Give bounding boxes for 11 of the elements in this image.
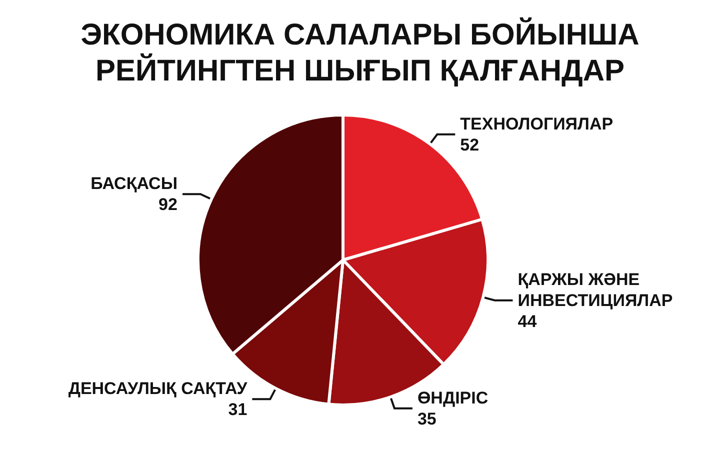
slice-label: ТЕХНОЛОГИЯЛАР <box>460 114 614 134</box>
slice-label: БАСҚАСЫ <box>90 174 178 194</box>
slice-label: ӨНДІРІС <box>417 388 488 408</box>
data-label: 92 <box>158 195 178 214</box>
data-label: 35 <box>417 409 436 428</box>
slice-label: ДЕНСАУЛЫҚ САҚТАУ <box>68 379 248 398</box>
data-label: 31 <box>228 400 248 420</box>
chart-title: ЭКОНОМИКА САЛАЛАРЫ БОЙЫНША РЕЙТИНГТЕН ШЫҒЫП ҚАЛҒАНДАР <box>80 16 640 88</box>
data-label: 52 <box>460 135 480 154</box>
data-label: 44 <box>518 312 538 331</box>
slice-label: ҚАРЖЫ ЖӘНЕ ИНВЕСТИЦИЯЛАР <box>518 270 673 310</box>
